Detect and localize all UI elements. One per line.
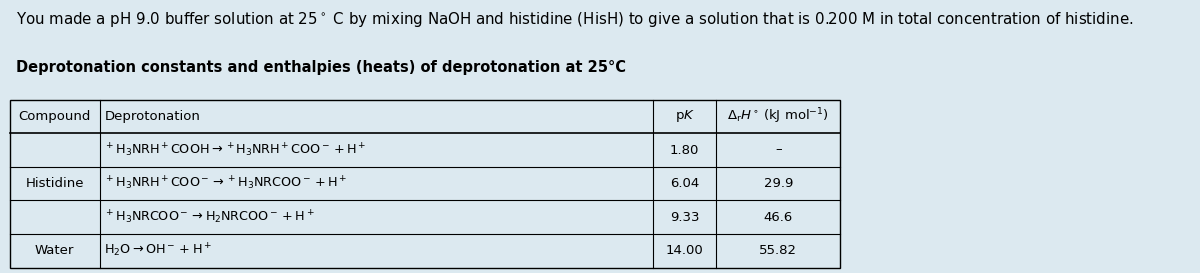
Text: $^+\mathrm{H_3NRCOO^-}\rightarrow\mathrm{H_2NRCOO^-}+\mathrm{H^+}$: $^+\mathrm{H_3NRCOO^-}\rightarrow\mathrm…	[104, 209, 316, 226]
Text: You made a pH 9.0 buffer solution at 25$^\circ$ C by mixing $\mathregular{NaOH}$: You made a pH 9.0 buffer solution at 25$…	[16, 10, 1133, 29]
Text: $^+\mathrm{H_3NRH^+COO^-}\rightarrow{^+\mathrm{H_3NRCOO^-}}+\mathrm{H^+}$: $^+\mathrm{H_3NRH^+COO^-}\rightarrow{^+\…	[104, 175, 348, 192]
Text: p$K$: p$K$	[674, 108, 695, 124]
Text: $\mathrm{H_2O}\rightarrow\mathrm{OH^-}+\mathrm{H^+}$: $\mathrm{H_2O}\rightarrow\mathrm{OH^-}+\…	[104, 242, 212, 259]
Text: 1.80: 1.80	[670, 144, 700, 156]
Text: 9.33: 9.33	[670, 211, 700, 224]
Text: 46.6: 46.6	[763, 211, 793, 224]
Text: Histidine: Histidine	[25, 177, 84, 190]
Text: $\Delta_\mathrm{r}H^\circ\,(\mathrm{kJ\ mol^{-1}})$: $\Delta_\mathrm{r}H^\circ\,(\mathrm{kJ\ …	[727, 107, 829, 126]
Text: Deprotonation constants and enthalpies (heats) of deprotonation at 25°C: Deprotonation constants and enthalpies (…	[16, 60, 625, 75]
Text: 55.82: 55.82	[760, 244, 797, 257]
Text: 14.00: 14.00	[666, 244, 703, 257]
Text: Deprotonation: Deprotonation	[104, 110, 200, 123]
Text: Compound: Compound	[18, 110, 91, 123]
Bar	[10, 100, 840, 268]
Text: –: –	[775, 144, 781, 156]
Text: 6.04: 6.04	[670, 177, 700, 190]
Text: $^+\mathrm{H_3NRH^+COOH}\rightarrow{^+\mathrm{H_3NRH^+COO^-}}+\mathrm{H^+}$: $^+\mathrm{H_3NRH^+COOH}\rightarrow{^+\m…	[104, 141, 367, 159]
Text: 29.9: 29.9	[763, 177, 793, 190]
Text: Water: Water	[35, 244, 74, 257]
